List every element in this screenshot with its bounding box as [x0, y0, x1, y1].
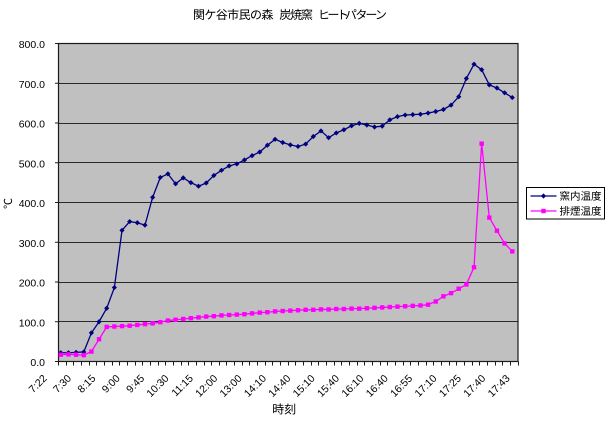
- svg-text:600.0: 600.0: [19, 119, 45, 131]
- svg-text:0.0: 0.0: [30, 357, 45, 369]
- svg-text:700.0: 700.0: [19, 79, 45, 91]
- svg-text:100.0: 100.0: [19, 317, 45, 329]
- svg-text:800.0: 800.0: [19, 39, 45, 51]
- svg-text:300.0: 300.0: [19, 238, 45, 250]
- svg-text:500.0: 500.0: [19, 158, 45, 170]
- svg-text:400.0: 400.0: [19, 198, 45, 210]
- svg-text:200.0: 200.0: [19, 278, 45, 290]
